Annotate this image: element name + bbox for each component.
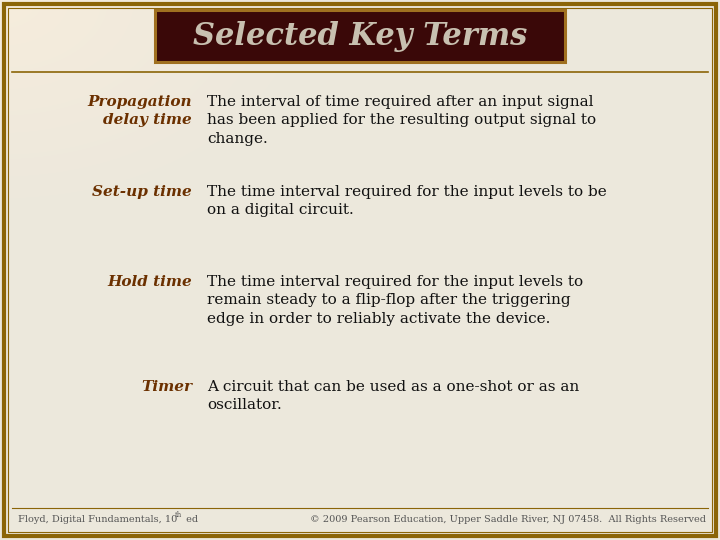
Text: The time interval required for the input levels to be
on a digital circuit.: The time interval required for the input… [207,185,607,218]
Text: The time interval required for the input levels to
remain steady to a flip-flop : The time interval required for the input… [207,275,583,326]
Text: Set-up time: Set-up time [92,185,192,199]
Bar [155,10,565,62]
Text: © 2009 Pearson Education, Upper Saddle River, NJ 07458.  All Rights Reserved: © 2009 Pearson Education, Upper Saddle R… [310,516,706,524]
Text: The interval of time required after an input signal
has been applied for the res: The interval of time required after an i… [207,95,596,146]
Text: A circuit that can be used as a one-shot or as an
oscillator.: A circuit that can be used as a one-shot… [207,380,580,413]
Text: Hold time: Hold time [107,275,192,289]
Text: Timer: Timer [141,380,192,394]
Text: ed: ed [183,516,198,524]
Text: Floyd, Digital Fundamentals, 10: Floyd, Digital Fundamentals, 10 [18,516,177,524]
Text: th: th [175,511,182,519]
Text: Propagation
delay time: Propagation delay time [87,95,192,127]
Text: Selected Key Terms: Selected Key Terms [193,22,527,52]
